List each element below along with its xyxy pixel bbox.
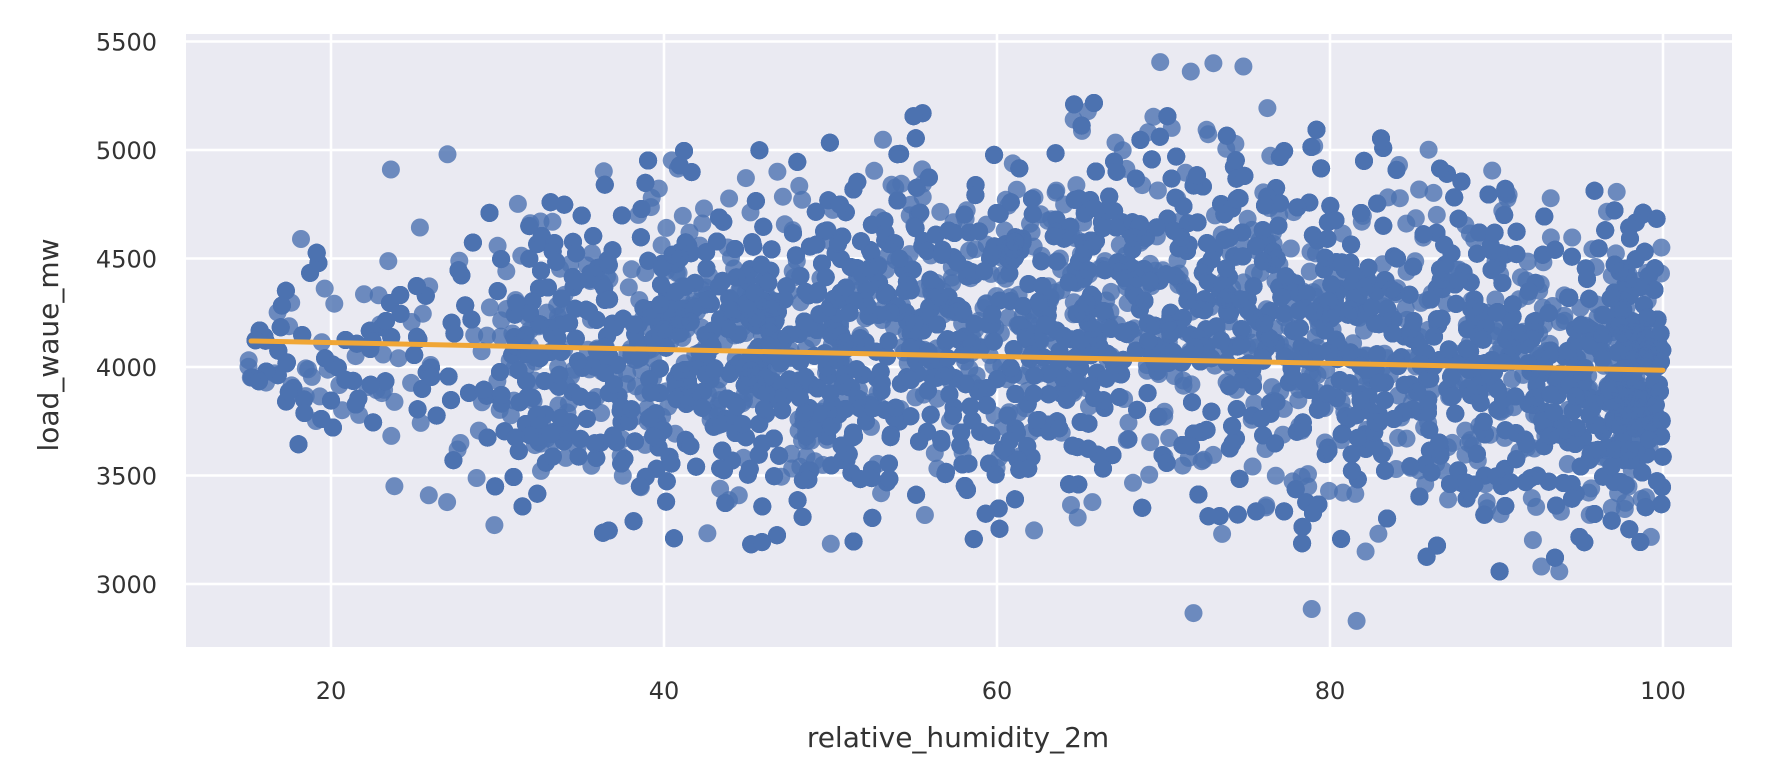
x-tick-label: 60 (982, 677, 1013, 705)
x-axis-ticks: 20 40 60 80 100 (316, 677, 1686, 705)
y-tick-label: 3500 (96, 463, 157, 491)
y-axis-label: load_waue_mw (32, 238, 65, 451)
x-tick-label: 20 (316, 677, 347, 705)
y-tick-label: 5000 (96, 137, 157, 165)
y-tick-label: 4500 (96, 246, 157, 274)
x-tick-label: 100 (1640, 677, 1686, 705)
y-axis-ticks: 3000 3500 4000 4500 5000 5500 (96, 29, 157, 600)
regression-line (248, 338, 1666, 373)
x-tick-label: 80 (1315, 677, 1346, 705)
scatter-points (239, 53, 1672, 630)
regression-line-path (248, 338, 1666, 373)
gridlines (186, 34, 1732, 647)
y-tick-label: 5500 (96, 29, 157, 57)
x-tick-label: 40 (649, 677, 680, 705)
y-tick-label: 4000 (96, 354, 157, 382)
y-tick-label: 3000 (96, 571, 157, 599)
x-axis-label: relative_humidity_2m (807, 721, 1109, 754)
